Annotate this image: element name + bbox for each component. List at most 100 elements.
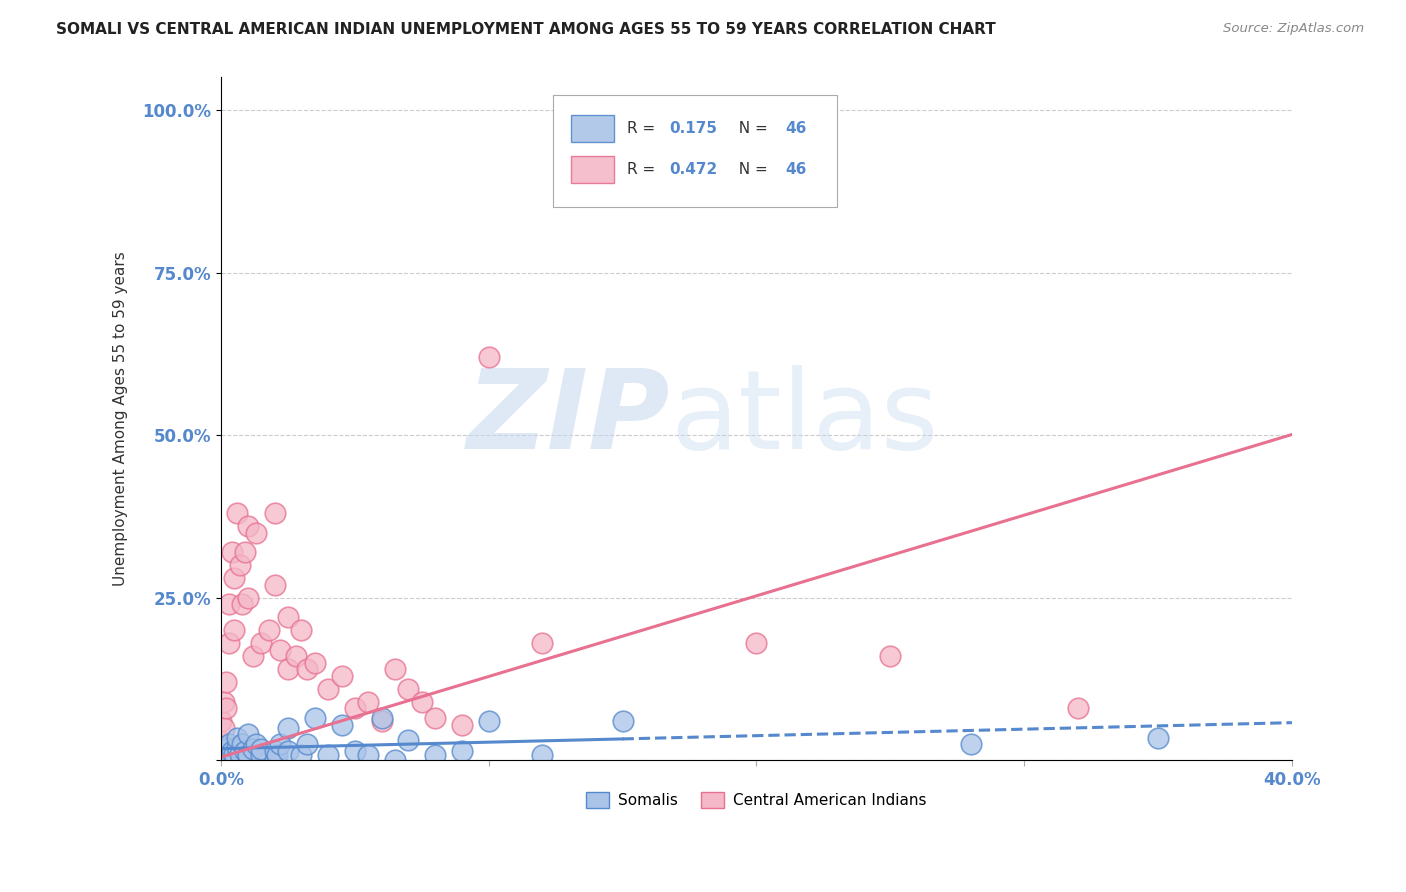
Point — [1067, 701, 1090, 715]
Text: SOMALI VS CENTRAL AMERICAN INDIAN UNEMPLOYMENT AMONG AGES 55 TO 59 YEARS CORRELA: SOMALI VS CENTRAL AMERICAN INDIAN UNEMPL… — [56, 22, 995, 37]
Point — [242, 649, 264, 664]
Point — [357, 748, 380, 763]
Point — [370, 714, 392, 729]
Point — [396, 681, 419, 696]
Text: ZIP: ZIP — [467, 366, 671, 473]
Text: Source: ZipAtlas.com: Source: ZipAtlas.com — [1223, 22, 1364, 36]
Point — [263, 506, 285, 520]
Point — [224, 753, 246, 767]
Point — [396, 732, 419, 747]
Point — [285, 649, 308, 664]
Text: 46: 46 — [786, 121, 807, 136]
Point — [531, 748, 554, 763]
Text: 46: 46 — [786, 162, 807, 178]
Point — [478, 714, 501, 729]
Point — [245, 737, 267, 751]
Point — [425, 748, 447, 763]
Point — [295, 737, 318, 751]
Y-axis label: Unemployment Among Ages 55 to 59 years: Unemployment Among Ages 55 to 59 years — [114, 252, 128, 586]
Point — [330, 717, 353, 731]
Point — [212, 747, 235, 761]
Point — [209, 714, 232, 729]
Point — [257, 624, 280, 638]
Point — [209, 748, 232, 763]
Point — [215, 748, 238, 763]
Point — [959, 737, 981, 751]
Point — [384, 753, 406, 767]
Point — [370, 711, 392, 725]
Point — [215, 701, 238, 715]
Point — [263, 744, 285, 758]
Point — [250, 741, 273, 756]
Point — [209, 744, 232, 758]
FancyBboxPatch shape — [571, 115, 614, 143]
Point — [269, 642, 291, 657]
Point — [218, 737, 240, 751]
Point — [277, 610, 299, 624]
Text: N =: N = — [728, 121, 772, 136]
Point — [226, 731, 249, 745]
Point — [229, 558, 252, 573]
Point — [451, 744, 474, 758]
Point — [263, 578, 285, 592]
Point — [277, 744, 299, 758]
Point — [304, 656, 326, 670]
FancyBboxPatch shape — [553, 95, 837, 207]
Point — [212, 721, 235, 735]
Point — [411, 695, 433, 709]
Point — [612, 714, 634, 729]
Text: 0.175: 0.175 — [669, 121, 717, 136]
Text: R =: R = — [627, 121, 659, 136]
Text: 0.472: 0.472 — [669, 162, 718, 178]
Point — [250, 748, 273, 763]
Legend: Somalis, Central American Indians: Somalis, Central American Indians — [581, 786, 932, 814]
Point — [221, 545, 243, 559]
Point — [221, 744, 243, 758]
Point — [209, 734, 232, 748]
Point — [879, 649, 901, 664]
Point — [343, 744, 366, 758]
Point — [295, 662, 318, 676]
Point — [290, 748, 312, 763]
Point — [233, 545, 256, 559]
Point — [357, 695, 380, 709]
Point — [316, 681, 339, 696]
Point — [218, 597, 240, 611]
Point — [531, 636, 554, 650]
Point — [266, 748, 288, 763]
Point — [233, 744, 256, 758]
Point — [290, 624, 312, 638]
Point — [384, 662, 406, 676]
Point — [277, 721, 299, 735]
Point — [212, 695, 235, 709]
Point — [236, 727, 259, 741]
Point — [209, 753, 232, 767]
Point — [425, 711, 447, 725]
Point — [242, 741, 264, 756]
Point — [612, 103, 634, 117]
Point — [215, 675, 238, 690]
Point — [330, 669, 353, 683]
Point — [1147, 731, 1170, 745]
Point — [304, 711, 326, 725]
Point — [745, 636, 768, 650]
FancyBboxPatch shape — [571, 156, 614, 183]
Point — [212, 740, 235, 755]
Point — [224, 747, 246, 761]
Point — [236, 519, 259, 533]
Point — [229, 747, 252, 761]
Point — [236, 748, 259, 763]
Point — [224, 624, 246, 638]
Point — [226, 506, 249, 520]
Point — [231, 597, 253, 611]
Point — [316, 748, 339, 763]
Point — [245, 525, 267, 540]
Point — [451, 717, 474, 731]
Point — [263, 753, 285, 767]
Point — [478, 350, 501, 364]
Text: R =: R = — [627, 162, 659, 178]
Point — [236, 591, 259, 605]
Point — [215, 741, 238, 756]
Point — [343, 701, 366, 715]
Point — [218, 747, 240, 761]
